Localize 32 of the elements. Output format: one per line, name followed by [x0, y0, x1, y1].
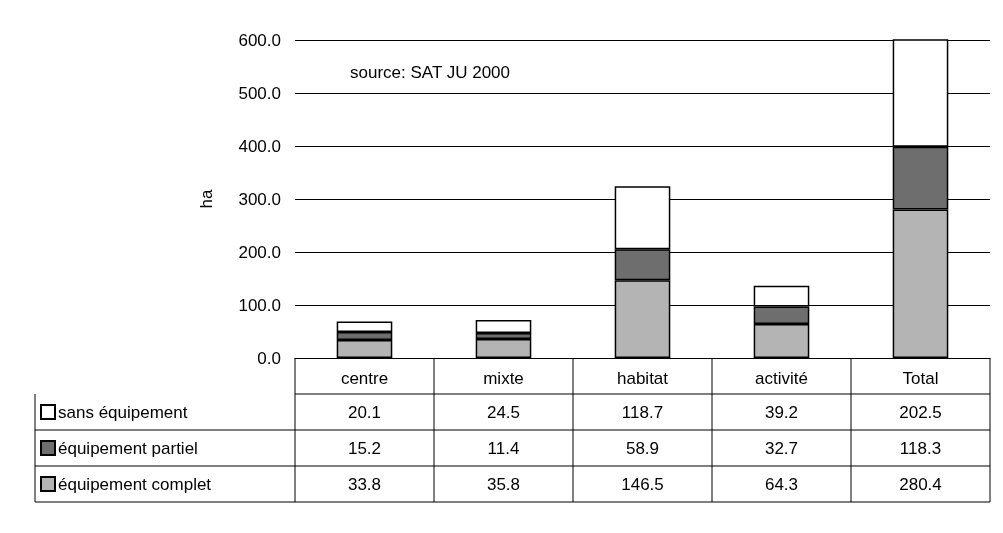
data-label: 20.1: [347, 402, 382, 422]
annotation: source: SAT JU 2000: [350, 62, 511, 82]
data-label: 118.3: [899, 438, 942, 458]
data-label: 15.2: [347, 438, 382, 458]
y-tick-label: 0.0: [257, 348, 281, 368]
legend-label: équipement partiel: [58, 438, 198, 458]
legend-label: équipement complet: [58, 474, 212, 494]
y-tick-label: 600.0: [238, 30, 281, 50]
data-label: 11.4: [487, 438, 520, 458]
x-tick-label: Total: [902, 369, 939, 388]
y-tick-label: 100.0: [238, 295, 281, 315]
y-axis-title: ha: [197, 189, 216, 209]
y-tick-label: 300.0: [238, 189, 281, 209]
data-label: 35.8: [486, 474, 521, 494]
data-label: 64.3: [764, 474, 799, 494]
y-tick-label: 400.0: [238, 136, 281, 156]
x-tick-label: centre: [340, 369, 389, 388]
data-label: 33.8: [347, 474, 382, 494]
x-tick-label: habitat: [616, 369, 669, 388]
y-tick-label: 200.0: [238, 242, 281, 262]
x-tick-label: mixte: [483, 369, 524, 388]
data-label: 202.5: [899, 402, 942, 422]
data-label: 24.5: [486, 402, 521, 422]
data-label: 146.5: [621, 474, 664, 494]
data-label: 118.7: [621, 402, 664, 422]
data-label: 58.9: [625, 438, 660, 458]
data-label: 32.7: [764, 438, 799, 458]
y-tick-label: 500.0: [238, 83, 281, 103]
legend-label: sans équipement: [58, 402, 188, 422]
x-tick-label: activité: [755, 369, 808, 388]
data-label: 280.4: [899, 474, 942, 494]
data-label: 39.2: [764, 402, 799, 422]
